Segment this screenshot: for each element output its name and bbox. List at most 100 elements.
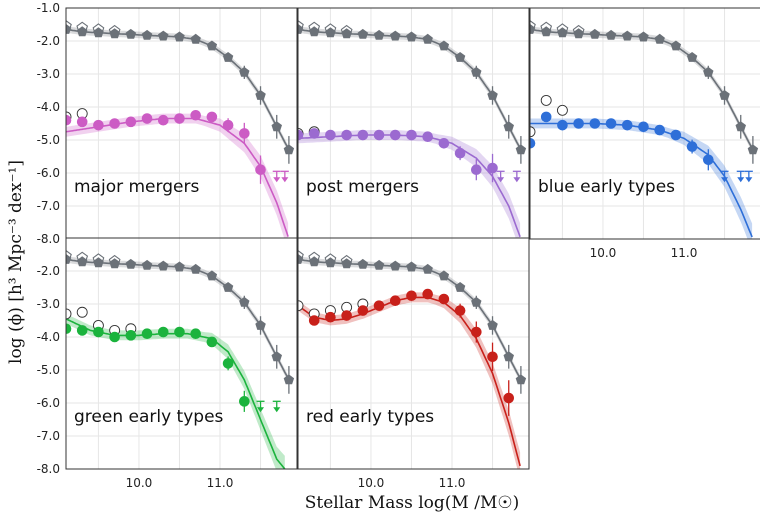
data-point xyxy=(157,326,169,338)
reference-point xyxy=(390,260,401,271)
data-point xyxy=(141,328,153,340)
reference-point xyxy=(471,296,482,307)
data-point xyxy=(605,118,617,129)
data-point xyxy=(621,119,633,131)
reference-point xyxy=(255,319,266,330)
data-point xyxy=(255,164,266,175)
reference-point xyxy=(422,263,433,274)
reference-point xyxy=(390,30,401,41)
plot-area xyxy=(298,249,527,469)
upper-limit-arrow xyxy=(737,177,745,183)
reference-point xyxy=(406,261,417,272)
reference-point xyxy=(77,256,88,267)
reference-point xyxy=(638,31,649,42)
reference-point xyxy=(589,28,601,39)
reference-point xyxy=(93,27,104,38)
reference-point xyxy=(503,121,514,132)
reference-point xyxy=(190,263,201,274)
y-tick-label: -8.0 xyxy=(37,462,60,476)
data-point xyxy=(93,119,104,131)
reference-point xyxy=(747,144,759,155)
data-point xyxy=(190,328,201,340)
upper-limit-arrow xyxy=(273,407,281,413)
data-point xyxy=(389,129,401,141)
data-point xyxy=(487,162,498,174)
data-point xyxy=(190,109,201,121)
open-point xyxy=(530,126,536,138)
reference-point xyxy=(454,282,466,292)
fit-band xyxy=(66,113,289,239)
data-point xyxy=(141,113,153,124)
panel-background xyxy=(66,238,297,469)
data-point xyxy=(454,305,466,316)
upper-limit-arrow xyxy=(281,177,289,183)
y-tick-label: -2.0 xyxy=(37,264,60,278)
reference-point xyxy=(325,27,336,38)
data-point xyxy=(125,330,137,341)
upper-limit-arrow xyxy=(745,177,753,183)
data-point xyxy=(174,113,185,124)
reference-point xyxy=(703,66,714,77)
reference-point xyxy=(271,351,282,362)
reference-point xyxy=(719,90,730,100)
reference-point xyxy=(654,33,665,44)
reference-point xyxy=(373,29,385,40)
reference-point xyxy=(573,28,584,39)
x-tick-label: 10.0 xyxy=(126,476,153,490)
data-point xyxy=(357,129,369,141)
data-point xyxy=(298,129,304,141)
reference-point xyxy=(158,30,169,41)
y-tick-label: -5.0 xyxy=(37,133,60,147)
panel-blue-early-types: blue early types 10.0 11.0 xyxy=(529,7,760,260)
open-point xyxy=(66,308,72,320)
reference-point xyxy=(438,270,450,281)
data-point xyxy=(654,124,665,136)
panel-grid: major mergers -1.0 -2.0 -3.0 -4.0 -5.0 -6.0 -7.… xyxy=(37,1,760,490)
panel-frame xyxy=(529,7,760,240)
reference-point xyxy=(66,23,72,34)
data-point xyxy=(341,129,352,141)
y-tick-label: -2.0 xyxy=(37,34,60,48)
reference-point xyxy=(622,30,633,41)
data-point xyxy=(540,111,552,123)
reference-point xyxy=(283,374,295,385)
y-tick-label: -4.0 xyxy=(37,330,60,344)
data-point xyxy=(589,118,601,129)
x-tick-label: 11.0 xyxy=(439,476,466,490)
panel-red-early-types: red early types 10.0 11.0 xyxy=(297,237,530,490)
data-point xyxy=(109,118,120,129)
y-tick-label: -3.0 xyxy=(37,297,60,311)
y-tick-label: -7.0 xyxy=(37,429,60,443)
data-point xyxy=(471,164,482,175)
data-point xyxy=(308,128,320,139)
data-point xyxy=(454,147,466,159)
y-tick-label: -8.0 xyxy=(37,232,60,246)
data-point xyxy=(503,392,515,404)
reference-point xyxy=(605,29,617,40)
y-tick-label: -6.0 xyxy=(37,166,60,180)
data-point xyxy=(357,305,369,316)
reference-point xyxy=(557,27,568,38)
reference-point xyxy=(109,258,120,269)
reference-point xyxy=(309,26,320,37)
upper-limit-arrow xyxy=(721,177,729,183)
panel-label: post mergers xyxy=(306,177,419,197)
upper-limit-arrow xyxy=(273,177,281,183)
reference-point xyxy=(487,90,498,100)
y-tick-label: -5.0 xyxy=(37,363,60,377)
data-point xyxy=(157,114,169,126)
data-point xyxy=(206,111,218,123)
data-point xyxy=(389,295,401,307)
reference-point xyxy=(125,258,137,269)
reference-point xyxy=(239,296,250,307)
data-point xyxy=(406,129,417,141)
reference-point xyxy=(174,261,185,272)
reference-point xyxy=(686,52,698,62)
data-point xyxy=(638,121,649,133)
data-point xyxy=(109,331,120,343)
upper-limit-arrow xyxy=(513,177,521,183)
data-point xyxy=(703,154,714,166)
reference-point xyxy=(222,282,234,292)
reference-point xyxy=(503,351,514,362)
